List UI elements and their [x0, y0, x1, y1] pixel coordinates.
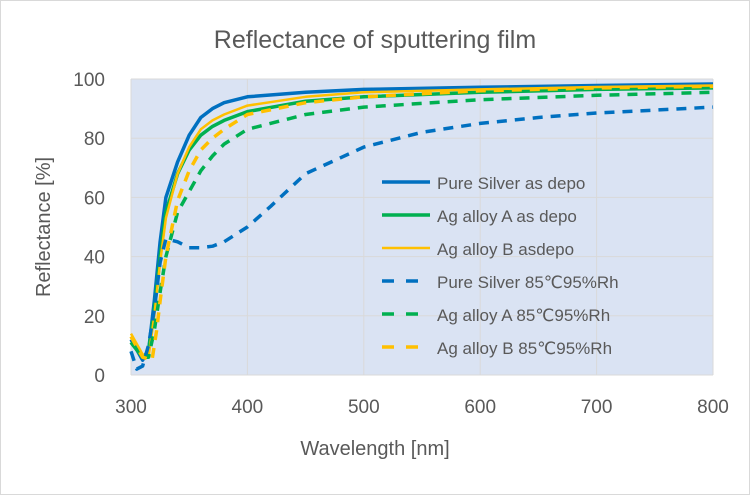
x-axis-label: Wavelength [nm]: [300, 438, 449, 460]
x-tick-label: 400: [232, 397, 264, 418]
y-tick-label: 80: [84, 129, 105, 150]
x-tick-label: 500: [348, 397, 380, 418]
series-line-4: [129, 90, 714, 359]
y-tick-label: 100: [73, 70, 105, 91]
x-tick-label: 800: [697, 397, 729, 418]
legend-label-2: Ag alloy B asdepo: [437, 240, 574, 259]
y-tick-label: 60: [84, 188, 105, 209]
y-axis-label: Reflectance [%]: [33, 157, 55, 297]
legend-label-0: Pure Silver as depo: [437, 174, 585, 193]
legend-label-3: Pure Silver 85℃95%Rh: [437, 273, 619, 292]
chart-title: Reflectance of sputtering film: [214, 26, 536, 54]
legend-label-5: Ag alloy B 85℃95%Rh: [437, 339, 612, 358]
y-tick-label: 40: [84, 248, 105, 269]
legend: Pure Silver as depo Ag alloy A as depo Ag …: [382, 174, 619, 358]
x-tick-label: 700: [581, 397, 613, 418]
legend-label-4: Ag alloy A 85℃95%Rh: [437, 306, 610, 325]
legend-label-1: Ag alloy A as depo: [437, 207, 577, 226]
plot-area: [131, 79, 713, 375]
y-tick-label: 20: [84, 307, 105, 328]
x-tick-label: 600: [464, 397, 496, 418]
x-tick-label: 300: [115, 397, 147, 418]
y-tick-label: 0: [94, 366, 105, 387]
